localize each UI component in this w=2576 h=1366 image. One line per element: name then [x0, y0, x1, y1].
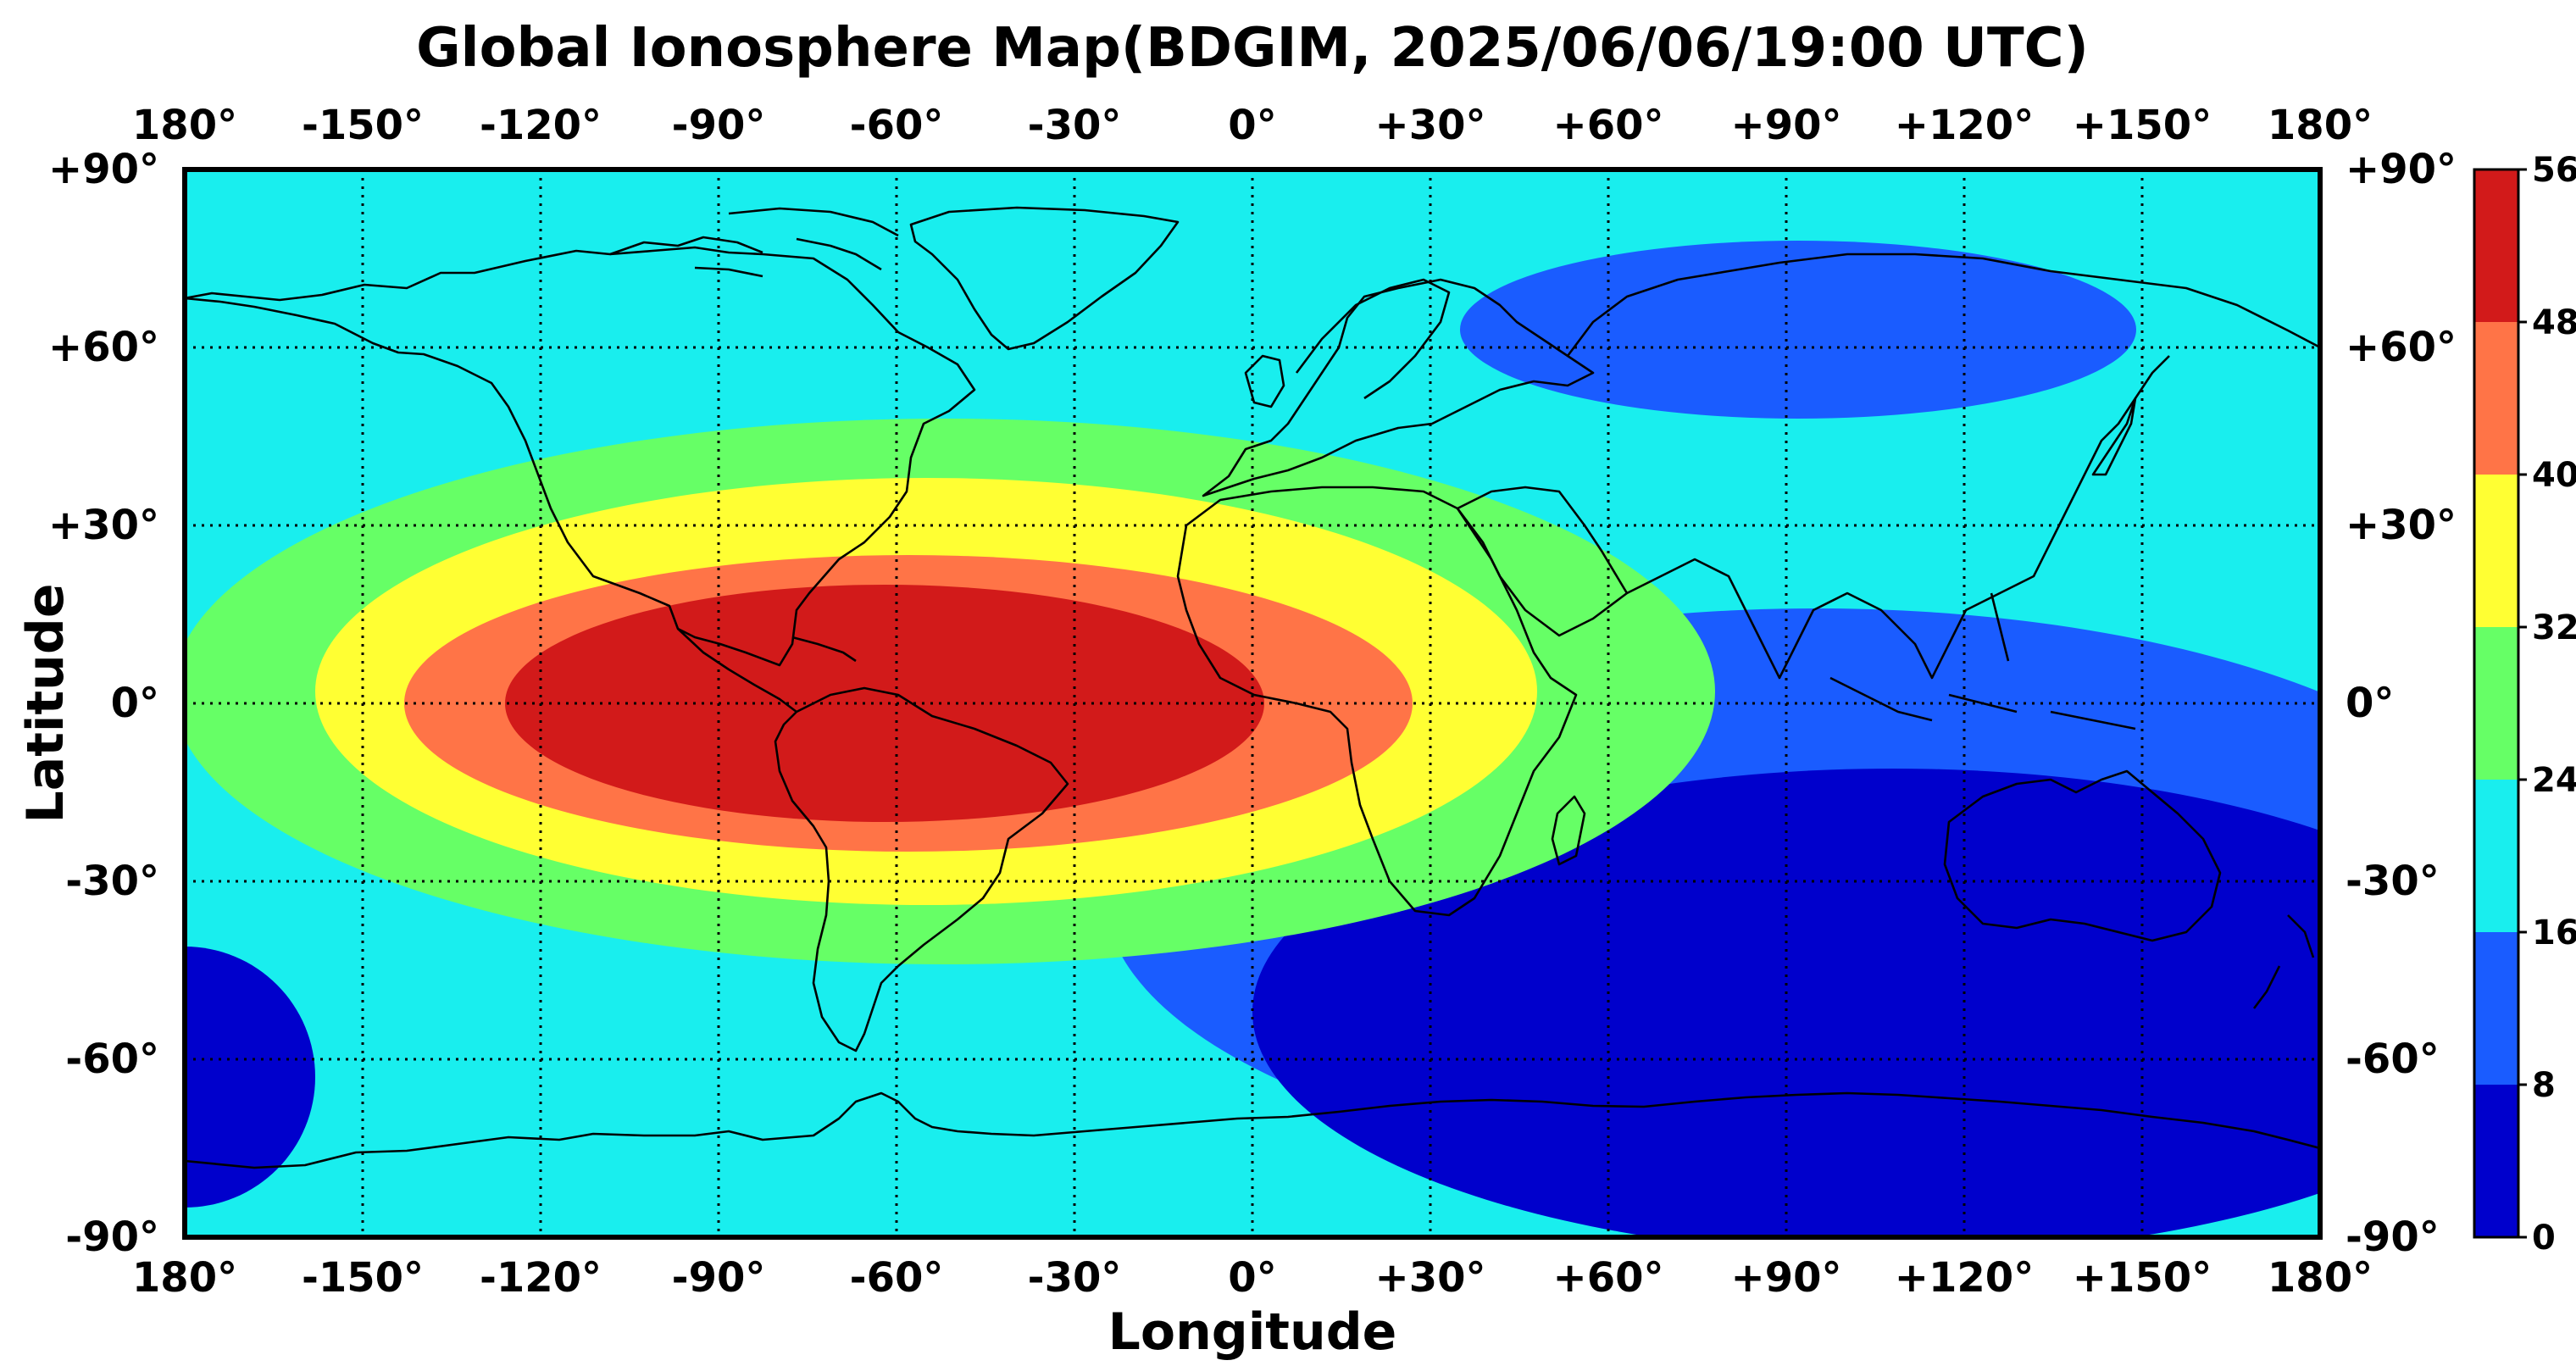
x-tick-label-top: +60° [1552, 102, 1663, 149]
y-tick-label-left: -60° [65, 1036, 159, 1083]
colorbar-segment [2474, 322, 2518, 475]
coastline-greenland [909, 206, 1180, 351]
x-tick-label-bottom: -30° [1028, 1254, 1122, 1302]
coastline-japan [2091, 397, 2137, 476]
coastline-scandinavia [1295, 278, 1451, 400]
x-tick-label-top: 180° [2268, 102, 2373, 149]
coastline-australia [1943, 769, 2222, 942]
coastlines [185, 206, 2320, 1169]
colorbar-segment [2474, 475, 2518, 627]
colorbar-segment [2474, 627, 2518, 780]
y-tick-label-right: -60° [2346, 1036, 2440, 1083]
x-tick-label-bottom: +150° [2073, 1254, 2212, 1302]
colorbar-tick-label: 40 [2532, 456, 2576, 495]
y-tick-label-right: -30° [2346, 858, 2440, 905]
colorbar-segment [2474, 780, 2518, 932]
x-tick-label-bottom: 180° [2268, 1254, 2373, 1302]
colorbar-segment [2474, 169, 2518, 322]
coastline-asia [1566, 253, 2320, 680]
colorbar-tick-label: 24 [2532, 761, 2576, 800]
coastline-south-america [774, 686, 1069, 1052]
colorbar-segment [2474, 1085, 2518, 1237]
y-tick-label-left: +90° [48, 146, 159, 193]
colorbar-tick-label: 56 [2532, 151, 2576, 190]
x-tick-label-bottom: 0° [1228, 1254, 1276, 1302]
x-tick-label-top: 180° [132, 102, 237, 149]
latitude-ticks-left: +90° +60° +30° 0° -30° -60° -90° [48, 146, 159, 1261]
coastline-north-america [185, 246, 976, 667]
colorbar-frame [2473, 168, 2520, 1239]
x-tick-label-top: -60° [850, 102, 944, 149]
tec-region-northern-low [1460, 241, 2136, 419]
colorbar-segment [2474, 932, 2518, 1085]
coastline-arctic-islands [609, 207, 899, 278]
colorbar-tick-label: 8 [2532, 1066, 2556, 1105]
y-tick-label-left: +30° [48, 502, 159, 549]
coastline-africa [1176, 486, 1578, 917]
colorbar-tick-label: 48 [2532, 303, 2576, 342]
coastline-british-isles [1244, 354, 1285, 408]
tec-region-southeast-min [1252, 769, 2320, 1237]
chart-title: Global Ionosphere Map(BDGIM, 2025/06/06/… [416, 17, 2089, 80]
colorbar-tick-label: 32 [2532, 608, 2576, 647]
x-tick-label-top: -120° [480, 102, 602, 149]
x-tick-label-bottom: -60° [850, 1254, 944, 1302]
x-tick-label-top: +120° [1895, 102, 2034, 149]
y-tick-label-right: +60° [2346, 324, 2457, 371]
colorbar: 0 8 16 24 32 40 48 56 [2473, 151, 2576, 1258]
map-frame [182, 167, 2323, 1240]
x-tick-label-top: -150° [302, 102, 424, 149]
x-tick-label-top: +150° [2073, 102, 2212, 149]
map-area [185, 169, 2320, 1237]
coastline-antarctica [185, 1091, 2320, 1169]
coastline-madagascar [1551, 795, 1586, 866]
x-tick-label-bottom: -120° [480, 1254, 602, 1302]
x-tick-label-bottom: +120° [1895, 1254, 2034, 1302]
x-tick-label-bottom: +90° [1730, 1254, 1841, 1302]
x-tick-label-top: +90° [1730, 102, 1841, 149]
latitude-ticks-right: +90° +60° +30° 0° -30° -60° -90° [2346, 146, 2457, 1261]
y-tick-label-left: -90° [65, 1213, 159, 1261]
x-tick-label-top: 0° [1228, 102, 1276, 149]
colorbar-tick-label: 0 [2532, 1219, 2556, 1258]
coastline-europe [1202, 278, 1595, 497]
y-tick-label-right: +30° [2346, 502, 2457, 549]
y-tick-label-left: +60° [48, 324, 159, 371]
tec-regions [185, 241, 2320, 1237]
x-tick-label-bottom: -150° [302, 1254, 424, 1302]
y-axis-label: Latitude [16, 583, 75, 823]
y-tick-label-left: -30° [65, 858, 159, 905]
graticule [185, 169, 2320, 1237]
x-tick-label-top: -30° [1028, 102, 1122, 149]
x-tick-label-bottom: +60° [1552, 1254, 1663, 1302]
y-tick-label-right: +90° [2346, 146, 2457, 193]
coastline-central-america [677, 628, 857, 714]
x-axis-label: Longitude [1108, 1302, 1397, 1362]
y-tick-label-left: 0° [111, 680, 159, 727]
y-tick-label-right: -90° [2346, 1213, 2440, 1261]
x-tick-label-top: -90° [672, 102, 766, 149]
longitude-ticks-bottom: 180° -150° -120° -90° -60° -30° 0° +30° +60° +90°… [132, 1254, 2373, 1302]
x-tick-label-top: +30° [1374, 102, 1485, 149]
y-tick-label-right: 0° [2346, 680, 2394, 727]
x-tick-label-bottom: +30° [1374, 1254, 1485, 1302]
colorbar-tick-label: 16 [2532, 913, 2576, 952]
coastline-new-zealand [2252, 914, 2315, 1009]
x-tick-label-bottom: -90° [672, 1254, 766, 1302]
x-tick-label-bottom: 180° [132, 1254, 237, 1302]
tec-region-southwest-min [185, 947, 315, 1208]
longitude-ticks-top: 180° -150° -120° -90° -60° -30° 0° +30° +60° +90°… [132, 102, 2373, 149]
